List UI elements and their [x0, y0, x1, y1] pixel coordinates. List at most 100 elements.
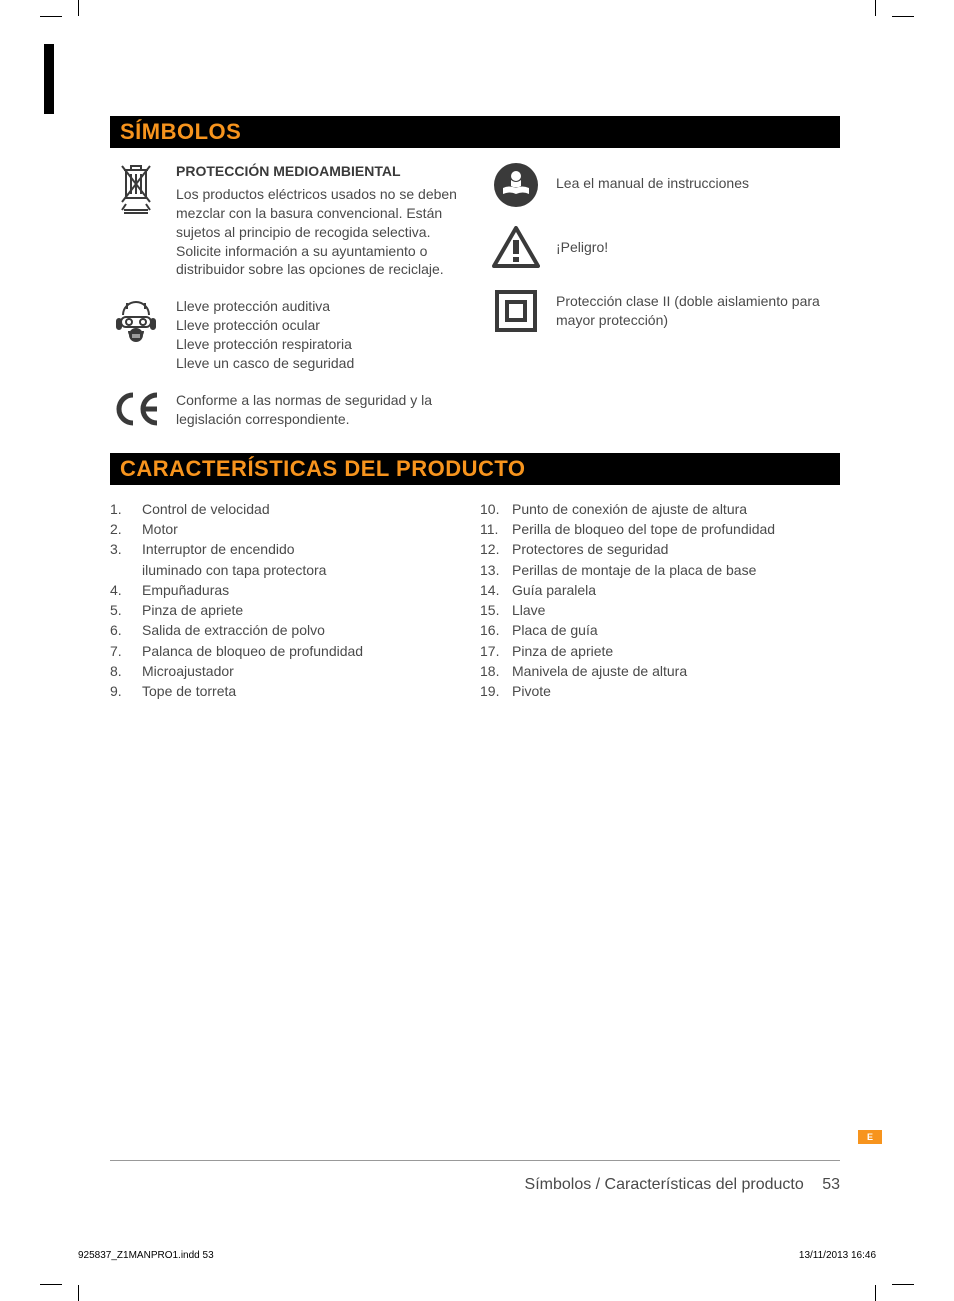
feature-number: 17. [480, 641, 512, 661]
side-mark [44, 44, 54, 114]
crop-mark [875, 0, 876, 16]
feature-number: 9. [110, 681, 142, 701]
feature-text: Pivote [512, 681, 551, 701]
feature-item: 2.Motor [110, 519, 470, 539]
crop-mark [875, 1285, 876, 1301]
feature-number: 16. [480, 620, 512, 640]
feature-text: Salida de extracción de polvo [142, 620, 325, 640]
feature-item: 8.Microajustador [110, 661, 470, 681]
feature-number: 12. [480, 539, 512, 559]
feature-number: 3. [110, 539, 142, 559]
feature-number: 5. [110, 600, 142, 620]
feature-number: 6. [110, 620, 142, 640]
feature-text: Palanca de bloqueo de profundidad [142, 641, 363, 661]
section-header-features: CARACTERÍSTICAS DEL PRODUCTO [110, 453, 840, 485]
feature-number: 1. [110, 499, 142, 519]
feature-item: 7.Palanca de bloqueo de profundidad [110, 641, 470, 661]
symbol-body: Conforme a las normas de seguridad y la … [176, 392, 432, 427]
feature-number: 2. [110, 519, 142, 539]
feature-text: Protectores de seguridad [512, 539, 668, 559]
feature-text: Perillas de montaje de la placa de base [512, 560, 756, 580]
symbol-line: Lleve un casco de seguridad [176, 355, 354, 371]
symbol-row: ¡Peligro! [490, 226, 840, 270]
symbol-row: Lleve protección auditiva Lleve protecci… [110, 297, 460, 373]
slug-right: 13/11/2013 16:46 [799, 1250, 876, 1261]
symbol-line: Lleve protección auditiva [176, 298, 330, 314]
slug-line: 925837_Z1MANPRO1.indd 53 13/11/2013 16:4… [78, 1250, 876, 1261]
feature-item: 5.Pinza de apriete [110, 600, 470, 620]
content-area: SÍMBOLOS [110, 116, 840, 702]
crop-mark [78, 1285, 79, 1301]
footer-text: Símbolos / Características del producto … [110, 1176, 840, 1194]
symbol-line: Lleve protección ocular [176, 317, 320, 333]
symbol-text: Lea el manual de instrucciones [556, 162, 749, 193]
feature-number: 10. [480, 499, 512, 519]
symbol-body: Lea el manual de instrucciones [556, 175, 749, 191]
feature-number: 7. [110, 641, 142, 661]
feature-item: 13.Perillas de montaje de la placa de ba… [480, 560, 840, 580]
symbol-body: Protección clase II (doble aislamiento p… [556, 293, 820, 328]
feature-item: 17.Pinza de apriete [480, 641, 840, 661]
feature-number: 14. [480, 580, 512, 600]
feature-item: 4.Empuñaduras [110, 580, 470, 600]
feature-text: Interruptor de encendido [142, 539, 295, 559]
feature-item: 11.Perilla de bloqueo del tope de profun… [480, 519, 840, 539]
footer-rule [110, 1160, 840, 1161]
feature-number: 8. [110, 661, 142, 681]
symbols-grid: PROTECCIÓN MEDIOAMBIENTAL Los productos … [110, 162, 840, 429]
feature-item: 19.Pivote [480, 681, 840, 701]
symbols-left-column: PROTECCIÓN MEDIOAMBIENTAL Los productos … [110, 162, 460, 429]
crop-mark [40, 16, 62, 17]
ce-mark-icon [110, 391, 162, 427]
symbol-body: Los productos eléctricos usados no se de… [176, 186, 457, 278]
feature-item: 12.Protectores de seguridad [480, 539, 840, 559]
feature-text: Manivela de ajuste de altura [512, 661, 687, 681]
page: SÍMBOLOS [0, 0, 954, 1301]
symbol-heading: PROTECCIÓN MEDIOAMBIENTAL [176, 162, 460, 181]
feature-item: 18.Manivela de ajuste de altura [480, 661, 840, 681]
symbol-row: Lea el manual de instrucciones [490, 162, 840, 208]
ppe-icon [110, 297, 162, 347]
feature-item: 16.Placa de guía [480, 620, 840, 640]
symbol-line: Lleve protección respiratoria [176, 336, 352, 352]
symbol-text: PROTECCIÓN MEDIOAMBIENTAL Los productos … [176, 162, 460, 279]
feature-text: Empuñaduras [142, 580, 229, 600]
feature-item: 3.Interruptor de encendido [110, 539, 470, 559]
crop-mark [78, 0, 79, 16]
feature-item-sub: iluminado con tapa protectora [110, 560, 470, 580]
feature-text: Punto de conexión de ajuste de altura [512, 499, 747, 519]
section-title: SÍMBOLOS [120, 119, 241, 144]
symbol-text: ¡Peligro! [556, 226, 608, 257]
crop-mark [892, 1284, 914, 1285]
feature-item: 14.Guía paralela [480, 580, 840, 600]
language-tab: E [858, 1130, 882, 1144]
weee-bin-icon [110, 162, 162, 214]
feature-item: 9.Tope de torreta [110, 681, 470, 701]
symbol-text: Lleve protección auditiva Lleve protecci… [176, 297, 354, 373]
feature-text: Perilla de bloqueo del tope de profundid… [512, 519, 775, 539]
class-ii-icon [490, 288, 542, 334]
symbol-row: Conforme a las normas de seguridad y la … [110, 391, 460, 429]
feature-number: 19. [480, 681, 512, 701]
feature-item: 6.Salida de extracción de polvo [110, 620, 470, 640]
features-grid: 1.Control de velocidad2.Motor3.Interrupt… [110, 499, 840, 702]
feature-text: Tope de torreta [142, 681, 236, 701]
slug-left: 925837_Z1MANPRO1.indd 53 [78, 1250, 214, 1261]
feature-item: 15.Llave [480, 600, 840, 620]
feature-number: 15. [480, 600, 512, 620]
footer-label: Símbolos / Características del producto [525, 1176, 804, 1193]
feature-text: Motor [142, 519, 178, 539]
symbols-right-column: Lea el manual de instrucciones ¡Peligro! [490, 162, 840, 429]
feature-number: 11. [480, 519, 512, 539]
feature-item: 10.Punto de conexión de ajuste de altura [480, 499, 840, 519]
feature-item: 1.Control de velocidad [110, 499, 470, 519]
feature-subtext: iluminado con tapa protectora [110, 560, 326, 580]
features-col-2: 10.Punto de conexión de ajuste de altura… [480, 499, 840, 702]
feature-text: Llave [512, 600, 545, 620]
feature-number: 18. [480, 661, 512, 681]
symbol-text: Protección clase II (doble aislamiento p… [556, 288, 840, 330]
symbol-text: Conforme a las normas de seguridad y la … [176, 391, 460, 429]
features-col-1: 1.Control de velocidad2.Motor3.Interrupt… [110, 499, 470, 702]
feature-text: Microajustador [142, 661, 234, 681]
feature-text: Pinza de apriete [142, 600, 243, 620]
